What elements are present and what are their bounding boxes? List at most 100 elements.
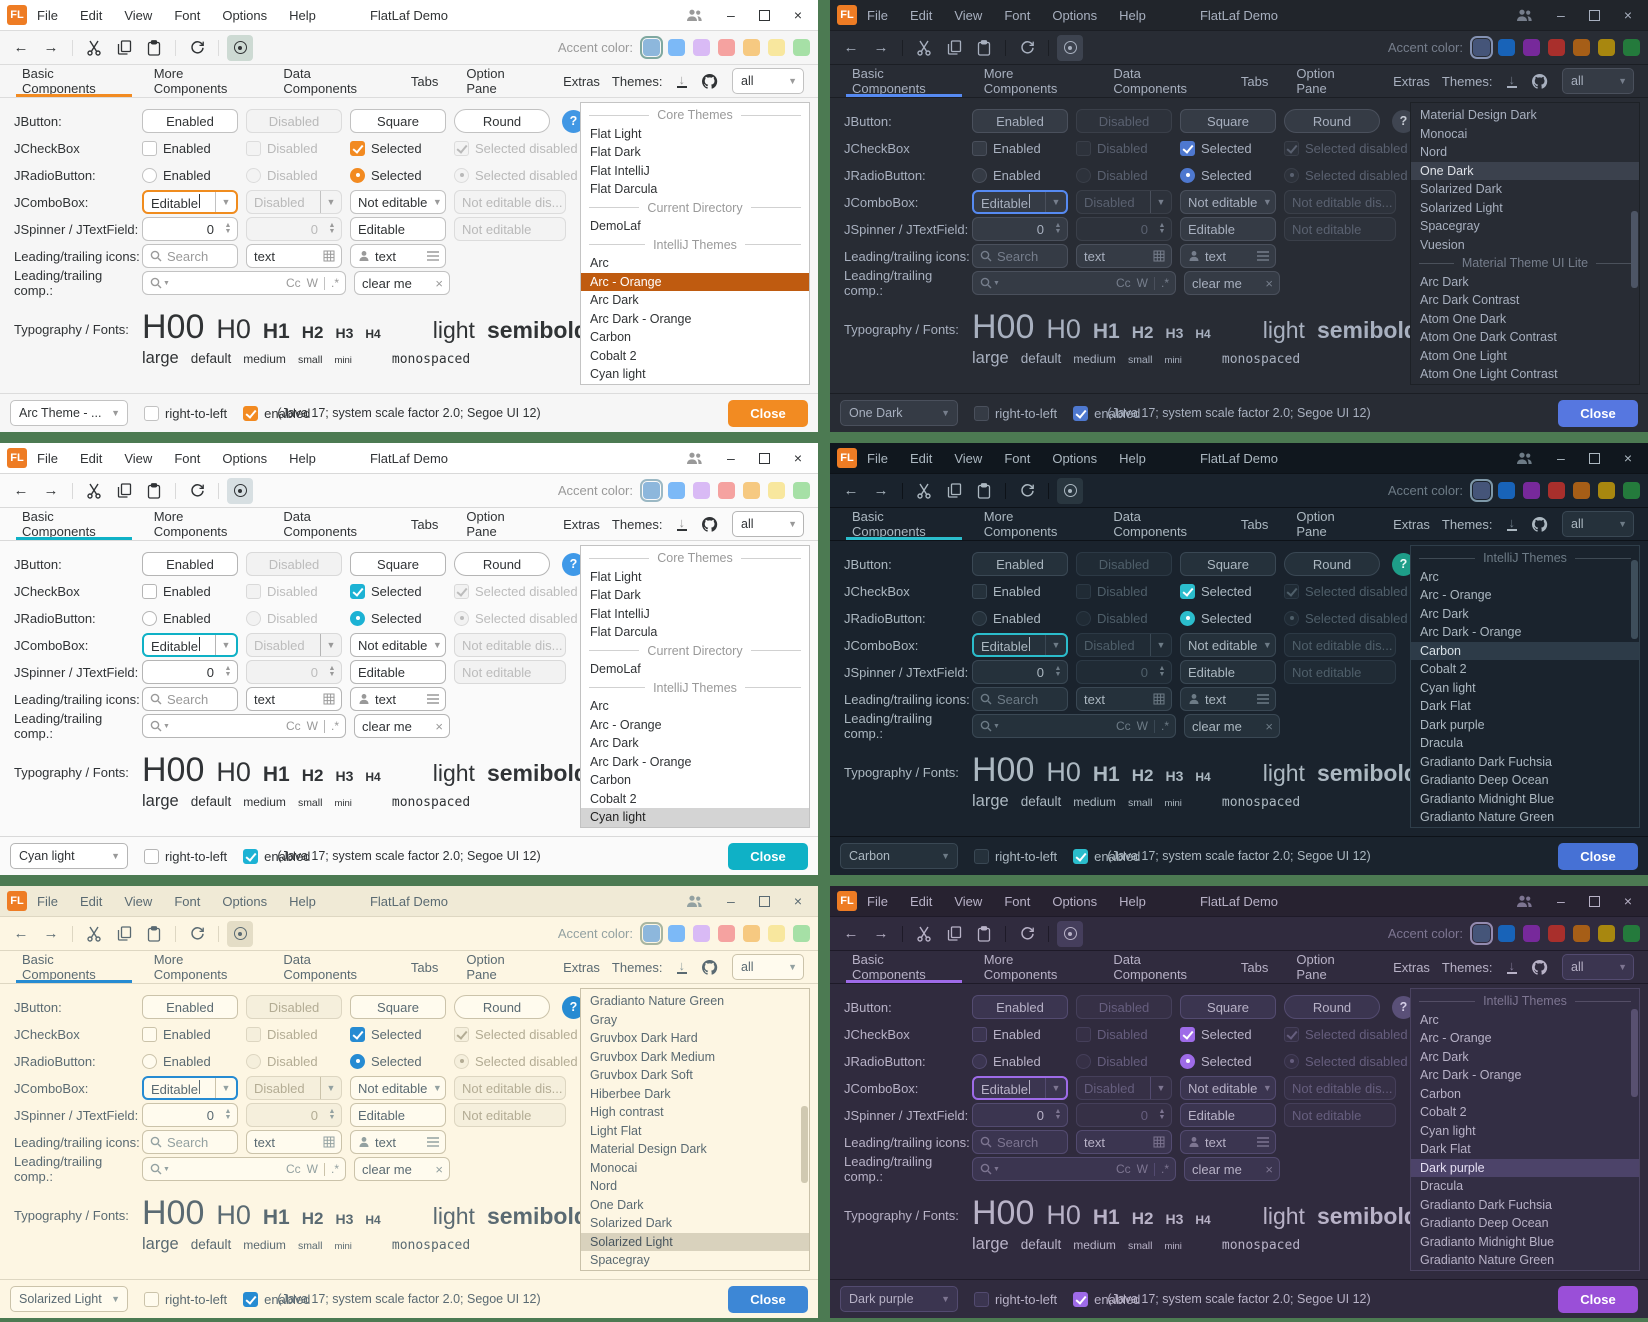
checkbox-selected[interactable]: Selected [1180, 583, 1276, 599]
enabled-button[interactable]: Enabled [972, 995, 1068, 1019]
accent-swatch-7[interactable] [1623, 482, 1640, 499]
theme-list-item[interactable]: Vuesion [1420, 237, 1465, 252]
accent-swatch-1[interactable] [640, 479, 663, 502]
menu-item-help[interactable]: Help [1119, 893, 1146, 909]
spinner[interactable]: 0 ▲ ▼ [142, 660, 238, 684]
menu-item-view[interactable]: View [124, 450, 153, 466]
theme-list-item[interactable]: Gray [590, 1012, 618, 1027]
theme-list-item[interactable]: Arc Dark [1420, 274, 1469, 289]
spinner[interactable]: 0 ▲ ▼ [972, 660, 1068, 684]
theme-list-item[interactable]: Arc [1420, 569, 1439, 584]
spinner-arrows[interactable]: ▲ ▼ [224, 665, 232, 678]
right-to-left-checkbox[interactable]: right-to-left [144, 405, 227, 421]
close-button[interactable]: Close [728, 1285, 808, 1313]
square-button[interactable]: Square [350, 109, 446, 133]
regex-button[interactable]: .* [1160, 719, 1169, 733]
theme-list-item[interactable]: Dracula [1420, 1179, 1464, 1193]
radio-enabled[interactable]: Enabled [142, 167, 238, 183]
editable-textfield[interactable]: Editable [1180, 1103, 1276, 1127]
checkbox-selected[interactable]: Selected [1180, 1026, 1276, 1042]
chevron-down-icon[interactable]: ▼ [215, 192, 236, 212]
enabled-checkbox[interactable]: enabled [243, 1291, 310, 1307]
round-button[interactable]: Round [454, 552, 550, 576]
clear-icon[interactable]: × [435, 718, 443, 734]
accent-swatch-7[interactable] [1623, 39, 1640, 56]
menu-item-edit[interactable]: Edit [909, 450, 933, 466]
back-button[interactable]: ← [13, 39, 29, 56]
menu-item-options[interactable]: Options [222, 893, 268, 909]
scrollbar-thumb[interactable] [1631, 211, 1638, 288]
menu-item-edit[interactable]: Edit [79, 893, 103, 909]
github-icon[interactable] [1531, 959, 1548, 976]
spinner-arrows[interactable]: ▲ ▼ [224, 1108, 232, 1121]
spinner-arrows[interactable]: ▲ ▼ [224, 222, 232, 235]
tab-data-components[interactable]: Data Components [283, 952, 358, 982]
theme-selector-combo[interactable]: Dark purple ▼ [840, 1286, 958, 1312]
tab-data-components[interactable]: Data Components [1113, 66, 1188, 96]
refresh-icon[interactable] [184, 921, 210, 947]
menu-item-view[interactable]: View [954, 450, 983, 466]
close-window-button[interactable]: × [1623, 450, 1632, 466]
github-icon[interactable] [1531, 73, 1548, 90]
not-editable-combobox[interactable]: Not editable ▼ [350, 190, 446, 214]
search-dropdown-icon[interactable]: ▼ [150, 720, 170, 732]
theme-list-item[interactable]: Arc - Orange [1420, 588, 1492, 602]
whole-words-button[interactable]: W [1136, 276, 1148, 290]
accent-swatch-2[interactable] [1498, 925, 1515, 942]
theme-list-item[interactable]: Arc Dark [1420, 1049, 1469, 1064]
download-themes-icon[interactable]: ↓ [676, 957, 687, 974]
theme-list-item[interactable]: Solarized Light [581, 1232, 809, 1251]
menu-item-file[interactable]: File [37, 450, 58, 466]
download-themes-icon[interactable]: ↓ [1506, 957, 1517, 974]
clear-me-field[interactable]: clear me × [354, 271, 450, 295]
menu-item-options[interactable]: Options [1052, 450, 1098, 466]
search-with-options-field[interactable]: ▼ Cc W .* [972, 271, 1176, 295]
tab-option-pane[interactable]: Option Pane [1296, 509, 1335, 539]
accent-swatch-6[interactable] [1598, 482, 1615, 499]
editable-combobox[interactable]: Editable ▼ [142, 190, 238, 214]
theme-list-item[interactable]: Arc Dark [590, 293, 639, 307]
round-button[interactable]: Round [1284, 995, 1380, 1019]
theme-list-item[interactable]: Dark Flat [1420, 1142, 1471, 1156]
accent-swatch-4[interactable] [718, 39, 735, 56]
text-field-user[interactable]: text [1180, 1130, 1276, 1154]
tab-basic-components[interactable]: Basic Components [10, 65, 138, 97]
accent-swatch-5[interactable] [743, 482, 760, 499]
theme-list-item[interactable]: Monocai [590, 1160, 638, 1175]
text-field-user[interactable]: text [350, 687, 446, 711]
theme-list-item[interactable]: Dark purple [1411, 1158, 1639, 1177]
editable-combobox[interactable]: Editable ▼ [972, 190, 1068, 214]
enabled-button[interactable]: Enabled [972, 552, 1068, 576]
theme-selector-combo[interactable]: Solarized Light ▼ [10, 1286, 128, 1312]
tab-extras[interactable]: Extras [1393, 959, 1430, 975]
refresh-icon[interactable] [184, 478, 210, 504]
github-icon[interactable] [701, 73, 718, 90]
list-icon[interactable] [1257, 1137, 1269, 1147]
themes-filter-combo[interactable]: all ▼ [1562, 68, 1634, 94]
search-with-options-field[interactable]: ▼ Cc W .* [972, 1157, 1176, 1181]
menu-item-edit[interactable]: Edit [79, 450, 103, 466]
search-field[interactable]: Search [972, 1130, 1068, 1154]
tab-basic-components[interactable]: Basic Components [840, 65, 968, 97]
not-editable-combobox[interactable]: Not editable ▼ [1180, 633, 1276, 657]
theme-list-item[interactable]: Arc Dark - Orange [590, 754, 692, 769]
menu-item-help[interactable]: Help [289, 450, 316, 466]
checkbox-enabled[interactable]: Enabled [972, 140, 1068, 156]
theme-list-item[interactable]: Gradianto Deep Ocean [1420, 1216, 1549, 1230]
theme-list-item[interactable]: Carbon [1420, 1086, 1461, 1101]
accent-swatch-5[interactable] [743, 925, 760, 942]
accent-swatch-5[interactable] [743, 39, 760, 56]
right-to-left-checkbox[interactable]: right-to-left [974, 1291, 1057, 1307]
tab-extras[interactable]: Extras [563, 516, 600, 532]
theme-list-item[interactable]: Arc [590, 256, 609, 270]
checkbox-selected[interactable]: Selected [350, 140, 446, 156]
accent-swatch-4[interactable] [718, 925, 735, 942]
editable-combobox[interactable]: Editable ▼ [972, 1076, 1068, 1100]
help-button[interactable]: ? [1392, 552, 1415, 576]
right-to-left-checkbox[interactable]: right-to-left [974, 405, 1057, 421]
square-button[interactable]: Square [1180, 552, 1276, 576]
close-window-button[interactable]: × [1623, 7, 1632, 23]
search-field[interactable]: Search [142, 687, 238, 711]
theme-list-item[interactable]: Flat IntelliJ [590, 163, 650, 178]
round-button[interactable]: Round [1284, 552, 1380, 576]
